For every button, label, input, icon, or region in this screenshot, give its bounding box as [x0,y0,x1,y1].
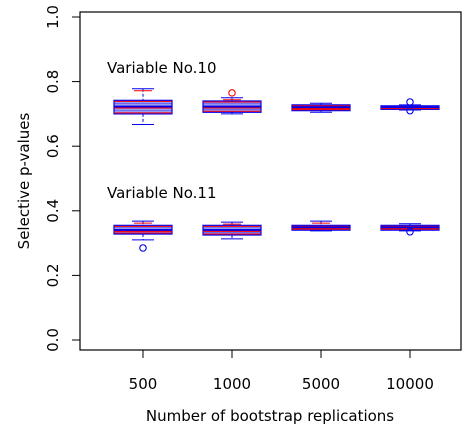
outlier-point [406,228,414,236]
x-tick-label: 5000 [302,375,340,393]
box-group [291,102,351,113]
box-group [113,220,173,252]
x-tick-label: 10000 [386,375,434,393]
outlier-point [228,89,236,97]
y-axis-title: Selective p-values [15,113,33,250]
outlier-point [406,106,414,115]
x-axis-title: Number of bootstrap replications [146,407,394,425]
annotation-variable-10: Variable No.10 [107,59,217,77]
y-tick-label: 0.4 [44,199,62,223]
x-tick-label: 500 [129,375,158,393]
box-group [202,221,262,240]
annotation-variable-11: Variable No.11 [107,184,217,202]
plot-frame [79,11,462,351]
box-group [291,220,351,232]
box-series [113,88,440,252]
outlier-point [406,98,414,106]
box-group [113,88,173,126]
y-axis: 0.0 0.2 0.4 0.6 0.8 1.0 [44,5,80,352]
box-group [202,89,262,115]
y-tick-label: 0.6 [44,134,62,158]
y-tick-label: 0.0 [44,328,62,352]
y-tick-label: 0.2 [44,263,62,287]
outlier-point [139,244,147,252]
box-group [380,223,440,236]
y-tick-label: 0.8 [44,70,62,94]
y-tick-label: 1.0 [44,5,62,29]
x-tick-label: 1000 [213,375,251,393]
box-group [380,98,440,115]
x-axis: 500 1000 5000 10000 [129,350,434,393]
